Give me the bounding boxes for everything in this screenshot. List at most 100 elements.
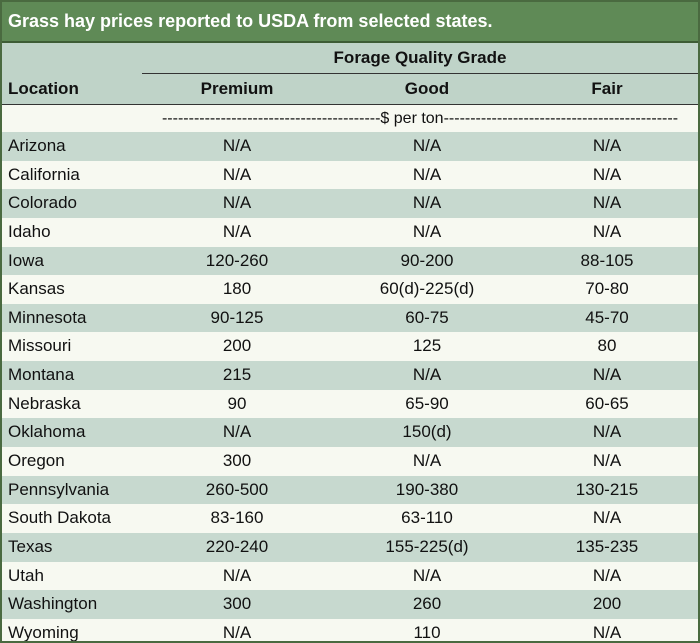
good-cell: 63-110 xyxy=(401,508,453,528)
good-cell: N/A xyxy=(412,136,442,155)
table-row: Kansas 180 60(d)-225(d) 70-80 xyxy=(2,275,698,304)
premium-cell: N/A xyxy=(222,193,252,213)
good-cell: 260 xyxy=(412,594,442,614)
table-row: Oregon 300 N/A N/A xyxy=(2,447,698,476)
good-cell: N/A xyxy=(412,365,442,385)
premium-cell: 90 xyxy=(227,393,247,413)
location-cell: Pennsylvania xyxy=(8,479,110,499)
good-cell: 190-380 xyxy=(395,479,459,499)
location-cell: Iowa xyxy=(8,250,44,270)
premium-cell: 220-240 xyxy=(205,536,269,556)
table-row: Utah N/A N/A N/A xyxy=(2,561,698,591)
location-cell: Washington xyxy=(8,594,98,614)
premium-cell: 200 xyxy=(222,336,252,356)
premium-cell: 300 xyxy=(222,594,252,614)
good-cell: 125 xyxy=(412,336,442,356)
table-row: Oklahoma N/A 150(d) N/A xyxy=(2,418,698,448)
premium-cell: N/A xyxy=(222,622,252,642)
fair-cell: N/A xyxy=(592,508,622,528)
fair-cell: N/A xyxy=(592,622,622,642)
location-cell: California xyxy=(8,164,80,184)
premium-cell: 215 xyxy=(222,365,252,385)
fair-cell: N/A xyxy=(592,422,622,442)
table-row: Texas 220-240 155-225(d) 135-235 xyxy=(2,532,698,562)
location-cell: Oregon xyxy=(8,451,65,471)
fair-cell: N/A xyxy=(592,451,622,471)
good-cell: N/A xyxy=(412,221,442,241)
location-cell: Texas xyxy=(8,536,53,556)
fair-cell: 135-235 xyxy=(575,536,639,556)
good-cell: 90-200 xyxy=(400,250,454,270)
table-row: Minnesota 90-125 60-75 45-70 xyxy=(2,303,698,333)
premium-cell: 260-500 xyxy=(205,479,269,499)
fair-cell: N/A xyxy=(592,565,622,585)
table-row: Arizona N/A N/A N/A xyxy=(2,132,698,161)
fair-column-header: Fair xyxy=(591,79,623,98)
good-cell: 155-225(d) xyxy=(385,536,469,556)
table-row: Iowa 120-260 90-200 88-105 xyxy=(2,246,698,276)
forage-quality-grade-header: Forage Quality Grade xyxy=(142,43,698,74)
premium-cell: 180 xyxy=(222,279,252,299)
table-row: Idaho N/A N/A N/A xyxy=(2,217,698,247)
fair-cell: 200 xyxy=(592,594,622,614)
premium-cell: N/A xyxy=(222,221,252,241)
table-title: Grass hay prices reported to USDA from s… xyxy=(2,2,698,43)
location-column-header: Location xyxy=(8,79,79,98)
table-row: Colorado N/A N/A N/A xyxy=(2,189,698,218)
good-cell: N/A xyxy=(412,565,442,585)
location-cell: Nebraska xyxy=(8,393,81,413)
table-body: Arizona N/A N/A N/A California N/A N/A N/A Color… xyxy=(2,132,698,642)
premium-cell: N/A xyxy=(222,164,252,184)
premium-cell: 83-160 xyxy=(210,508,264,528)
location-cell: South Dakota xyxy=(8,508,112,528)
fair-cell: 80 xyxy=(597,336,617,356)
location-cell: Minnesota xyxy=(8,307,87,327)
location-cell: Utah xyxy=(8,565,44,585)
premium-cell: N/A xyxy=(222,136,252,155)
fair-cell: 60-65 xyxy=(585,393,629,413)
table-row: Pennsylvania 260-500 190-380 130-215 xyxy=(2,475,698,505)
location-cell: Wyoming xyxy=(8,622,79,642)
table-row: Wyoming N/A 110 N/A xyxy=(2,618,698,642)
premium-column-header: Premium xyxy=(200,79,274,98)
good-column-header: Good xyxy=(404,79,450,98)
fair-cell: N/A xyxy=(592,193,622,213)
location-cell: Kansas xyxy=(8,279,65,299)
table-row: Montana 215 N/A N/A xyxy=(2,361,698,390)
table-row: Nebraska 90 65-90 60-65 xyxy=(2,389,698,419)
premium-cell: N/A xyxy=(222,422,252,442)
fair-cell: 130-215 xyxy=(575,479,639,499)
good-cell: 60(d)-225(d) xyxy=(379,279,475,299)
location-cell: Oklahoma xyxy=(8,422,86,442)
location-cell: Missouri xyxy=(8,336,72,356)
table-row: California N/A N/A N/A xyxy=(2,160,698,190)
fair-cell: N/A xyxy=(592,164,622,184)
premium-cell: 90-125 xyxy=(210,307,264,327)
table-row: South Dakota 83-160 63-110 N/A xyxy=(2,504,698,533)
good-cell: 110 xyxy=(413,622,441,642)
premium-cell: 120-260 xyxy=(205,250,269,270)
location-cell: Arizona xyxy=(8,136,66,155)
fair-cell: N/A xyxy=(592,365,622,385)
table-header: Forage Quality Grade Location Premium Go… xyxy=(2,43,698,104)
fair-cell: 88-105 xyxy=(580,250,634,270)
fair-cell: 45-70 xyxy=(585,307,629,327)
table-row: Missouri 200 125 80 xyxy=(2,332,698,362)
premium-cell: 300 xyxy=(222,451,252,471)
good-cell: N/A xyxy=(412,164,442,184)
good-cell: N/A xyxy=(412,451,442,471)
good-cell: 150(d) xyxy=(402,422,452,442)
fair-cell: N/A xyxy=(592,221,622,241)
good-cell: N/A xyxy=(412,193,442,213)
premium-cell: N/A xyxy=(222,565,252,585)
location-cell: Montana xyxy=(8,365,75,385)
unit-row: ----------------------------------------… xyxy=(2,104,698,132)
fair-cell: 70-80 xyxy=(585,279,629,299)
fair-cell: N/A xyxy=(592,136,622,155)
good-cell: 60-75 xyxy=(405,307,449,327)
table-row: Washington 300 260 200 xyxy=(2,590,698,619)
location-cell: Idaho xyxy=(8,221,51,241)
good-cell: 65-90 xyxy=(405,393,449,413)
location-cell: Colorado xyxy=(8,193,77,213)
